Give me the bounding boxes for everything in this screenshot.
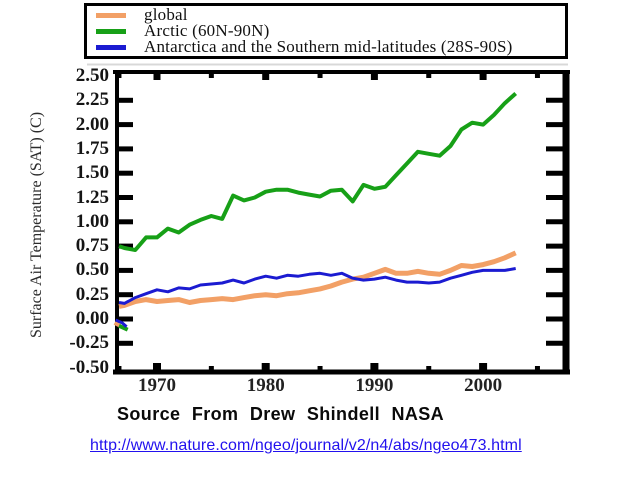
y-tick-label: 2.25 [75, 89, 109, 111]
y-tick-label: 1.25 [75, 186, 109, 208]
legend: global Arctic (60N-90N) Antarctica and t… [84, 3, 568, 59]
y-tick-label: 0.50 [75, 259, 109, 281]
y-tick-label: 2.00 [75, 113, 109, 135]
x-tick-label: 1970 [138, 375, 176, 396]
legend-swatch-global-icon [96, 12, 126, 18]
legend-swatch-arctic-icon [96, 28, 126, 34]
plot-frame [113, 70, 570, 375]
axis-ticks [116, 74, 566, 371]
x-tick-label: 1990 [355, 375, 394, 396]
x-tick-label: 1980 [246, 375, 285, 396]
series-start-fragment-0 [113, 321, 121, 328]
source-note: Source From Drew Shindell NASA [117, 404, 445, 424]
legend-item-global: global [96, 5, 565, 24]
y-tick-label: 2.50 [75, 65, 109, 86]
legend-item-arctic: Arctic (60N-90N) [96, 21, 565, 40]
y-tick-label: 1.50 [75, 162, 109, 184]
legend-swatch-antarctica-icon [96, 44, 126, 50]
source-link[interactable]: http://www.nature.com/ngeo/journal/v2/n4… [90, 437, 522, 454]
y-tick-label: 0.00 [75, 308, 109, 329]
y-tick-label: 0.25 [75, 283, 109, 305]
series-line-antarctica [118, 267, 516, 305]
series-line-arctic [118, 92, 518, 252]
y-tick-label: 1.75 [75, 137, 109, 159]
legend-label-arctic: Arctic (60N-90N) [144, 21, 270, 40]
y-tick-label: 1.00 [75, 210, 109, 232]
series-line-global [118, 250, 517, 309]
legend-label-global: global [144, 5, 188, 24]
x-tick-label: 2000 [464, 375, 503, 396]
y-tick-label: -0.50 [69, 356, 109, 378]
y-tick-label: 0.75 [75, 235, 109, 257]
y-tick-label: -0.25 [69, 332, 109, 354]
legend-item-antarctica: Antarctica and the Southern mid-latitude… [96, 37, 565, 56]
series-start-fragment-1 [118, 323, 129, 332]
legend-label-antarctica: Antarctica and the Southern mid-latitude… [144, 37, 513, 56]
data-series [113, 92, 518, 332]
series-start-fragment-2 [115, 318, 128, 328]
